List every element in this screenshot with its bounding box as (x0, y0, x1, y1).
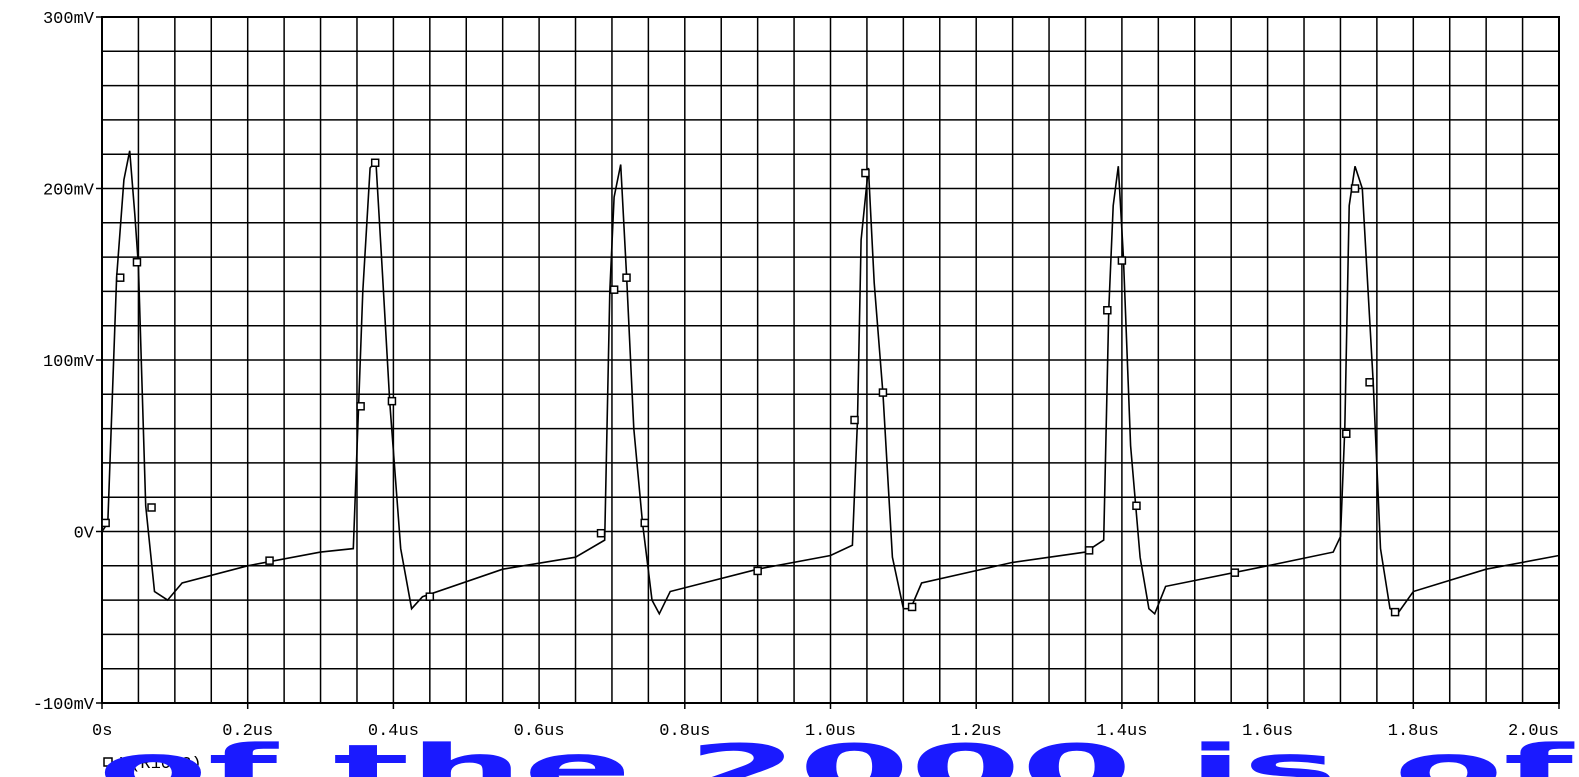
series-markers (101, 158, 1400, 617)
data-point-marker (753, 566, 762, 576)
y-tick-label: 300mV (43, 10, 95, 29)
y-tick-label: 100mV (43, 353, 95, 372)
x-tick-label: 2.0us (1508, 722, 1559, 741)
x-tick-label: 1.8us (1388, 722, 1439, 741)
y-axis: -100mV 0V 100mV 200mV 300mV (33, 10, 102, 715)
data-point-marker (387, 396, 397, 406)
x-tick-label: 0.8us (659, 722, 710, 741)
data-point-marker (850, 415, 859, 425)
data-point-marker (1084, 546, 1094, 555)
x-tick-label: 1.4us (1096, 722, 1147, 741)
data-point-marker (132, 257, 142, 267)
data-point-marker (622, 273, 631, 282)
data-point-marker (265, 556, 274, 565)
y-tick-label: 200mV (43, 182, 95, 201)
overlay-caption: of the 2000 is of (98, 732, 1576, 777)
data-point-marker (640, 518, 649, 528)
x-tick-label: 0.2us (222, 722, 273, 741)
data-point-marker (115, 273, 125, 282)
data-point-marker (861, 168, 870, 178)
y-tick-label: 0V (74, 525, 95, 544)
y-tick-label: -100mV (33, 696, 95, 715)
data-point-marker (101, 518, 110, 528)
x-tick-label: 0s (92, 722, 112, 741)
data-point-marker (370, 158, 380, 168)
data-point-marker (1342, 429, 1351, 438)
data-point-marker (1390, 607, 1400, 617)
data-point-marker (1230, 568, 1240, 577)
data-point-marker (609, 285, 619, 294)
grid-lines (102, 17, 1559, 703)
x-tick-label: 1.0us (805, 722, 856, 741)
legend: V(R10:2) (103, 755, 202, 774)
data-point-marker (1350, 184, 1360, 193)
data-point-marker (1365, 378, 1374, 387)
x-axis: 0s 0.2us 0.4us 0.6us 0.8us 1.0us 1.2us 1.4us 1.6… (92, 703, 1560, 741)
data-point-marker (596, 528, 606, 538)
data-point-marker (1117, 256, 1127, 265)
data-point-marker (907, 602, 917, 612)
legend-marker-square (103, 757, 113, 767)
data-point-marker (356, 402, 365, 411)
legend-entry-v-r10-2: V(R10:2) (120, 755, 202, 774)
x-tick-label: 0.6us (514, 722, 565, 741)
data-point-marker (1103, 306, 1112, 315)
x-tick-label: 1.6us (1242, 722, 1293, 741)
x-tick-label: 0.4us (368, 722, 419, 741)
x-tick-label: 1.2us (951, 722, 1002, 741)
series-line-v-r10-2 (101, 150, 1560, 616)
data-point-marker (147, 503, 156, 512)
data-point-marker (878, 388, 888, 397)
data-point-marker (425, 592, 435, 601)
data-point-marker (1132, 501, 1141, 511)
